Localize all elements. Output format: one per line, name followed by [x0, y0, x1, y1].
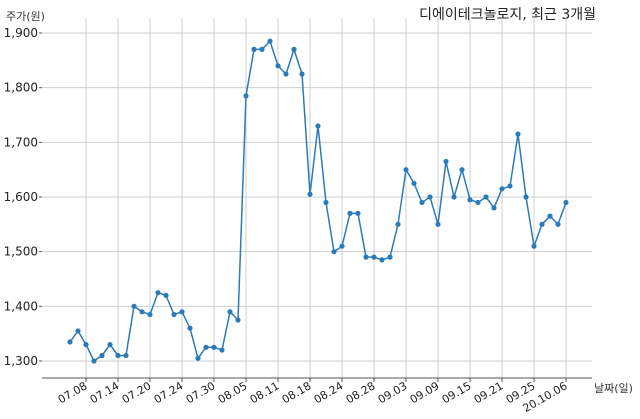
data-point	[555, 221, 561, 227]
y-tick-label: 1,800	[4, 81, 38, 95]
data-point	[491, 205, 497, 211]
data-point	[75, 328, 81, 334]
data-point	[67, 339, 73, 345]
data-point	[515, 131, 521, 137]
x-tick-label: 09.09	[408, 379, 442, 406]
data-point	[451, 194, 457, 200]
data-point	[331, 249, 337, 255]
x-axis-label: 날짜(일)	[594, 382, 633, 395]
data-point	[211, 344, 217, 350]
data-point	[147, 311, 153, 318]
x-tick-label: 07.24	[152, 379, 186, 406]
data-point	[227, 309, 233, 315]
data-point	[371, 254, 377, 260]
data-point	[531, 243, 537, 249]
data-point	[163, 292, 169, 298]
data-point	[547, 213, 553, 219]
y-axis-label: 주가(원)	[6, 10, 45, 23]
data-point	[419, 199, 425, 206]
data-point	[267, 38, 273, 44]
data-point	[539, 221, 545, 227]
x-tick-label: 09.15	[440, 379, 474, 406]
data-point	[179, 309, 185, 315]
data-point	[91, 358, 97, 364]
data-point	[347, 210, 353, 216]
data-point	[307, 191, 313, 197]
data-point	[115, 352, 121, 359]
data-point	[203, 344, 209, 350]
y-tick-label: 1,300	[4, 354, 38, 368]
data-point	[411, 180, 417, 186]
x-tick-label: 08.24	[312, 379, 346, 406]
data-point	[403, 167, 409, 173]
data-point	[187, 325, 193, 331]
data-point	[235, 317, 241, 323]
x-tick-label: 07.20	[120, 379, 154, 406]
y-tick-labels: 1,300 1,400 1,500 1,600 1,700 1,800 1,900	[4, 26, 38, 368]
data-point	[171, 311, 177, 318]
data-point	[299, 71, 305, 77]
data-point	[291, 46, 297, 53]
x-tick-labels: 07.0807.1407.2007.2407.3008.0508.1108.18…	[56, 379, 570, 415]
x-tick-label: 08.11	[248, 379, 282, 406]
data-point	[435, 221, 441, 227]
series-line	[69, 40, 567, 362]
x-tick-label: 07.30	[184, 379, 218, 406]
y-tick-label: 1,400	[4, 299, 38, 313]
series-group	[67, 38, 569, 364]
data-point	[563, 199, 569, 206]
data-point	[355, 210, 361, 216]
y-tick-label: 1,500	[4, 245, 38, 259]
data-point	[395, 221, 401, 227]
data-point	[107, 342, 113, 348]
data-point	[387, 254, 393, 260]
data-point	[459, 167, 465, 173]
data-point	[283, 71, 289, 77]
x-tick-label: 07.14	[88, 379, 122, 406]
data-point	[315, 123, 321, 129]
x-tick-label: 08.05	[216, 379, 250, 406]
data-point	[499, 186, 505, 192]
chart-title: 디에이테크놀로지, 최근 3개월	[419, 7, 596, 23]
x-tick-label: 09.03	[376, 379, 410, 406]
x-tick-label: 08.18	[280, 379, 314, 406]
x-tick-label: 08.28	[344, 379, 378, 406]
data-point	[507, 183, 513, 189]
data-point	[219, 347, 225, 353]
data-point	[323, 199, 329, 206]
data-point	[523, 194, 529, 200]
data-point	[123, 352, 129, 359]
data-point	[259, 46, 265, 53]
data-point	[443, 158, 449, 165]
y-tick-label: 1,700	[4, 135, 38, 149]
x-tick-label: 07.08	[56, 379, 90, 406]
data-point	[363, 254, 369, 260]
data-point	[155, 290, 161, 296]
x-tick-label: 09.21	[472, 379, 506, 406]
axes	[39, 32, 592, 382]
data-point	[251, 46, 257, 53]
data-point	[483, 194, 489, 200]
data-point	[275, 63, 281, 69]
data-point	[139, 309, 145, 315]
data-point	[83, 342, 89, 348]
data-point	[99, 352, 105, 359]
data-point	[379, 257, 385, 263]
data-point	[475, 199, 481, 206]
grid-lines	[42, 18, 592, 378]
data-point	[339, 243, 345, 249]
data-point	[131, 303, 137, 309]
y-tick-label: 1,900	[4, 26, 38, 40]
data-point	[243, 93, 249, 99]
data-point	[467, 197, 473, 203]
data-point	[195, 355, 201, 361]
y-tick-label: 1,600	[4, 190, 38, 204]
data-point	[427, 194, 433, 200]
